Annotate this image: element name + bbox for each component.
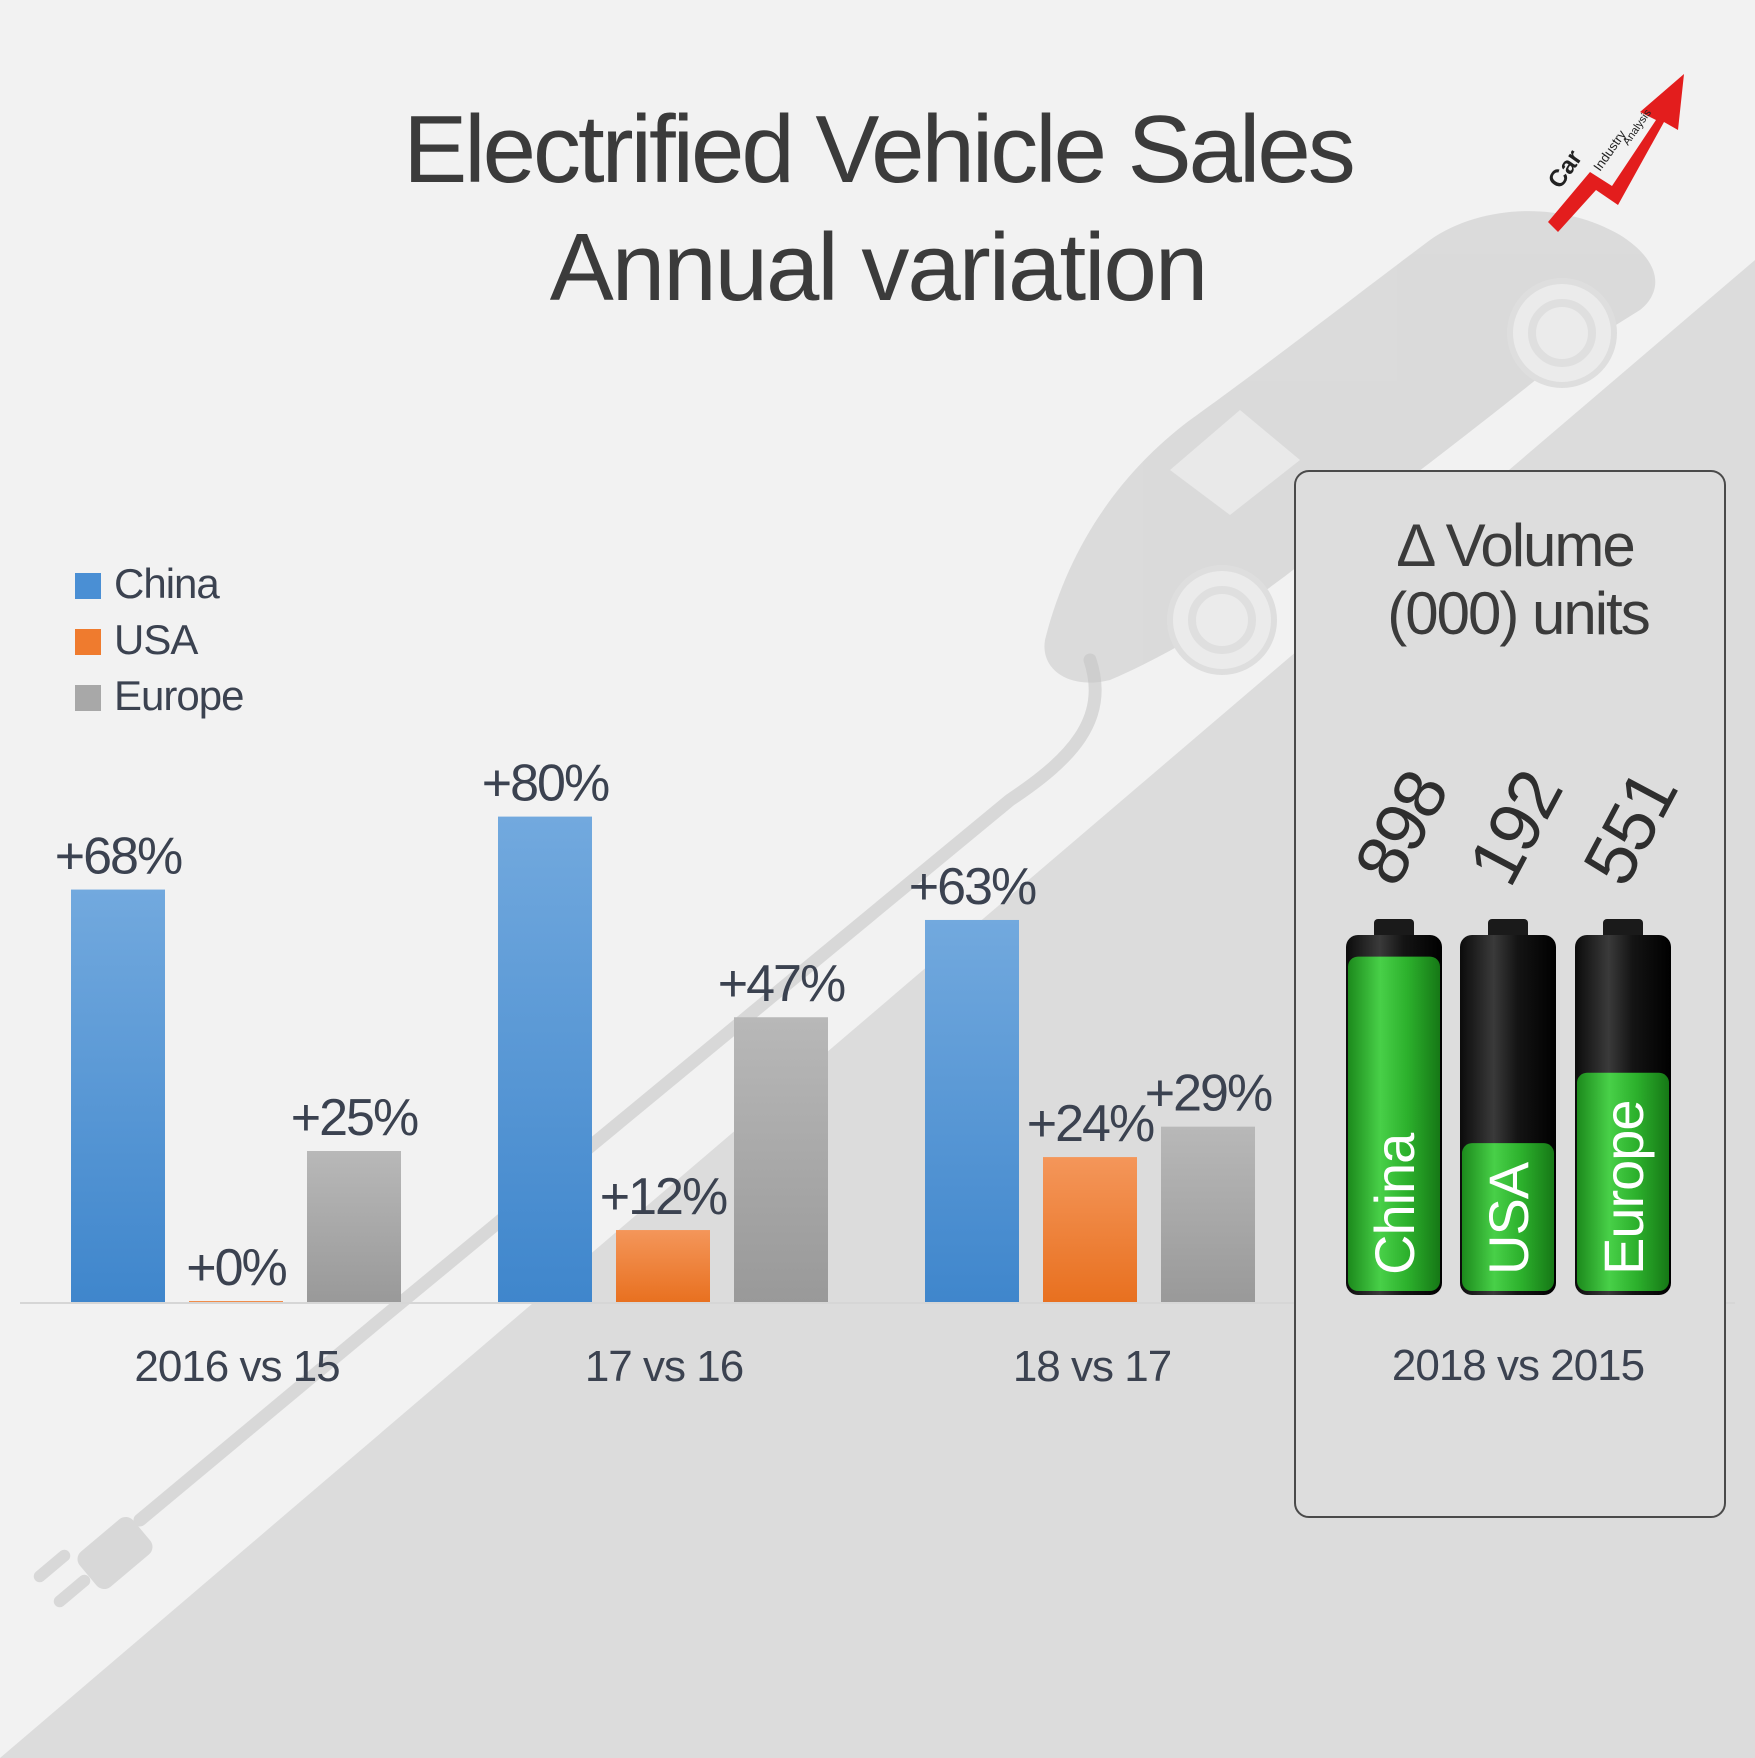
bar-europe (734, 1017, 828, 1303)
bar-chart: +68% +0% +25% +80% +12% +47% +63% +24%+29% (55, 755, 1274, 1303)
bar-value-label-china: +68% (55, 828, 182, 886)
bar-value-label-europe: +47% (718, 955, 845, 1013)
legend-label-usa: USA (114, 616, 198, 663)
battery-charge-china (1348, 956, 1440, 1291)
battery-terminal (1603, 919, 1643, 939)
volume-panel-subtitle: (000) units (1387, 580, 1648, 647)
bar-china (925, 919, 1019, 1303)
category-label: 2016 vs 15 (134, 1342, 339, 1391)
bar-value-label-usa: +12% (600, 1168, 727, 1226)
page-subtitle: Annual variation (550, 214, 1206, 321)
legend-label-europe: Europe (114, 672, 243, 719)
bar-europe (307, 1151, 401, 1303)
category-labels: 2016 vs 15 17 vs 16 18 vs 17 (134, 1342, 1172, 1391)
battery-charge-usa (1462, 1143, 1554, 1291)
bar-china (71, 889, 165, 1303)
battery-terminal (1374, 919, 1414, 939)
legend-label-china: China (114, 560, 220, 607)
category-label: 18 vs 17 (1013, 1342, 1171, 1391)
legend-swatch-europe (75, 685, 101, 711)
volume-panel-title: Δ Volume (1396, 512, 1634, 579)
car-industry-analysis-logo: Car Industry Analysis (1543, 74, 1684, 232)
bar-value-label-china: +63% (909, 858, 1036, 916)
battery-label-europe: Europe (1592, 1100, 1655, 1275)
bar-value-label-europe: +29% (1145, 1065, 1272, 1123)
legend-swatch-usa (75, 629, 101, 655)
bar-value-label-usa: +24% (1027, 1095, 1154, 1153)
page-title: Electrified Vehicle Sales (403, 96, 1353, 203)
bar-value-label-china: +80% (482, 755, 609, 813)
bar-europe (1161, 1126, 1255, 1303)
battery-label-china: China (1363, 1132, 1426, 1275)
volume-panel-category: 2018 vs 2015 (1392, 1341, 1644, 1390)
battery-label-usa: USA (1477, 1161, 1540, 1275)
bar-value-label-usa: +0% (186, 1239, 286, 1297)
car-silhouette (1044, 211, 1656, 683)
logo-word-industry: Industry (1590, 127, 1629, 174)
legend-swatch-china (75, 573, 101, 599)
bar-china (498, 816, 592, 1303)
bar-usa (1043, 1157, 1137, 1303)
cable-and-plug (33, 653, 1102, 1608)
chart-legend: China USA Europe (75, 560, 244, 719)
bar-usa (616, 1230, 710, 1303)
battery-terminal (1488, 919, 1528, 939)
battery-charge-europe (1577, 1072, 1669, 1291)
bar-value-label-europe: +25% (291, 1089, 418, 1147)
volume-panel: Δ Volume (000) units China898USA192Europ… (1294, 470, 1726, 1518)
category-label: 17 vs 16 (585, 1342, 743, 1391)
